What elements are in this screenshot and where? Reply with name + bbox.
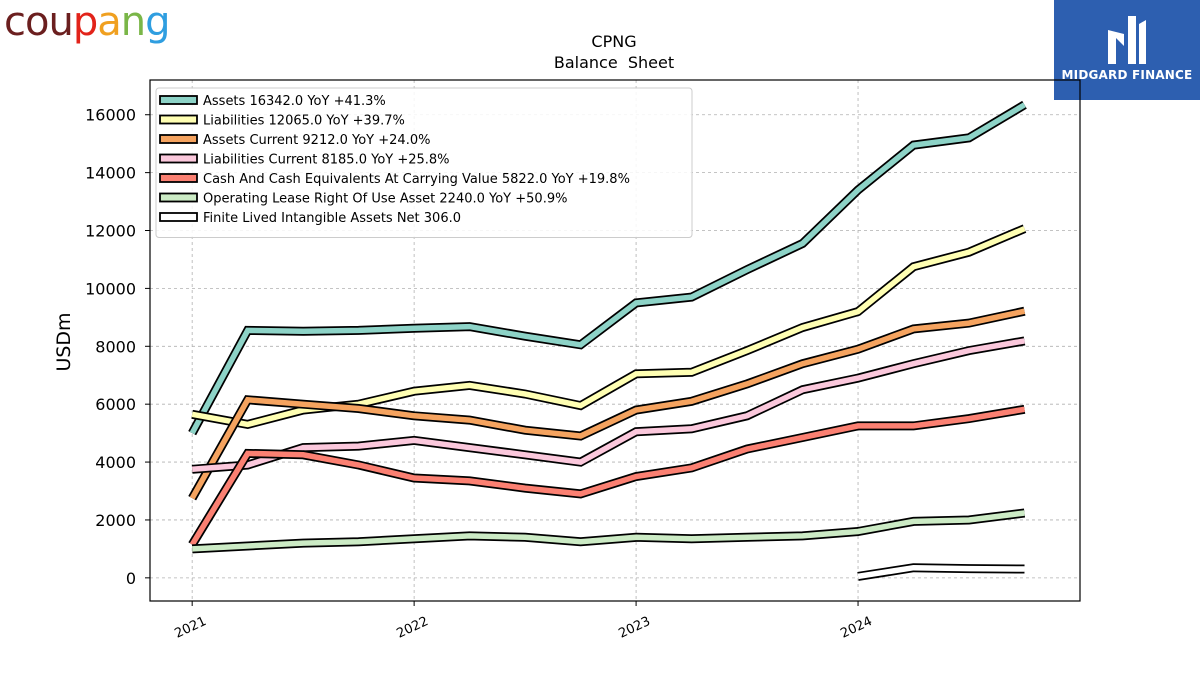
- legend-label: Liabilities 12065.0 YoY +39.7%: [203, 114, 405, 129]
- chart-subtitle: Balance Sheet: [554, 53, 674, 72]
- logo-letter: c: [4, 0, 26, 45]
- logo-letter: n: [120, 0, 146, 45]
- series-fill: [857, 564, 1025, 580]
- legend-swatch: [159, 212, 198, 222]
- legend-swatch: [159, 114, 198, 125]
- series-fill: [192, 510, 1025, 552]
- legend-label: Liabilities Current 8185.0 YoY +25.8%: [203, 153, 450, 168]
- series-line: [188, 306, 1026, 501]
- logo-letter: u: [48, 0, 73, 45]
- y-tick-label: 2000: [95, 511, 136, 530]
- y-tick-label: 4000: [95, 453, 136, 472]
- y-tick-label: 8000: [95, 337, 136, 356]
- y-tick-label: 16000: [85, 106, 136, 125]
- legend-swatch: [159, 192, 198, 203]
- legend-label: Assets Current 9212.0 YoY +24.0%: [203, 133, 430, 148]
- legend-label: Assets 16342.0 YoY +41.3%: [203, 94, 386, 109]
- logo-letter: g: [145, 0, 170, 45]
- midgard-finance-badge: MIDGARD FINANCE: [1054, 0, 1200, 100]
- series-line: [191, 336, 1026, 474]
- y-tick-label: 0: [126, 569, 136, 588]
- series-fill: [189, 308, 1026, 500]
- badge-text: MIDGARD FINANCE: [1061, 68, 1193, 82]
- x-tick-label: 2023: [616, 614, 652, 642]
- legend-box: [155, 87, 693, 238]
- series-lines: [188, 100, 1027, 581]
- midgard-logo-icon: [1108, 16, 1146, 64]
- series-line: [857, 563, 1025, 581]
- y-tick-label: 12000: [85, 222, 136, 241]
- y-tick-label: 10000: [85, 279, 136, 298]
- y-axis-label: USDm: [53, 312, 75, 371]
- series-line: [188, 404, 1026, 547]
- legend-swatch: [159, 95, 198, 105]
- series-fill: [191, 338, 1025, 473]
- x-tick-label: 2021: [173, 614, 209, 642]
- legend-swatch: [159, 153, 198, 164]
- legend: Assets 16342.0 YoY +41.3% Liabilities 120…: [155, 87, 693, 238]
- legend-label: Cash And Cash Equivalents At Carrying Va…: [203, 172, 630, 187]
- legend-swatch: [159, 134, 198, 144]
- chart-title: CPNG: [591, 32, 636, 51]
- series-fill: [189, 406, 1025, 547]
- series-fill: [189, 102, 1026, 435]
- coupang-logo: coupang: [4, 0, 171, 45]
- logo-letter: a: [97, 0, 121, 45]
- y-tick-label: 6000: [95, 395, 136, 414]
- series-line: [188, 100, 1027, 436]
- y-axis-ticks: 0 2000 4000 6000 8000 10000 12000 14000 16000: [85, 106, 150, 588]
- x-tick-label: 2024: [838, 614, 874, 642]
- logo-letter: o: [25, 0, 50, 45]
- legend-swatch: [159, 173, 198, 183]
- legend-label: Operating Lease Right Of Use Asset 2240.…: [203, 192, 567, 207]
- plot-frame: [149, 79, 1081, 602]
- legend-label: Finite Lived Intangible Assets Net 306.0: [203, 211, 461, 226]
- series-line: [191, 508, 1026, 554]
- y-tick-label: 14000: [85, 164, 136, 183]
- logo-letter: p: [72, 0, 98, 45]
- x-tick-label: 2022: [394, 614, 430, 642]
- x-axis-ticks: 2021 2022 2023 2024: [173, 601, 875, 642]
